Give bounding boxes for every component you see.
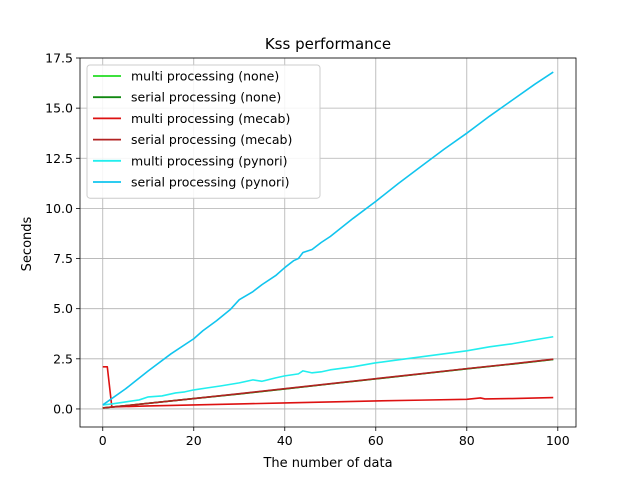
series-line-3 xyxy=(102,358,554,409)
y-tick-label: 17.5 xyxy=(45,51,73,66)
series-line-2 xyxy=(102,366,554,408)
legend-box xyxy=(86,64,321,199)
axes-frame xyxy=(79,57,577,428)
series-line-5 xyxy=(102,71,554,406)
x-axis-label: The number of data xyxy=(262,456,392,471)
y-tick-label: 2.5 xyxy=(53,351,73,366)
chart-title: Kss performance xyxy=(265,35,391,53)
x-tick-label: 40 xyxy=(277,433,293,448)
legend-label-4: multi processing (pynori) xyxy=(131,153,288,168)
legend-label-1: serial processing (none) xyxy=(131,90,281,105)
y-tick-label: 7.5 xyxy=(53,251,73,266)
y-tick-label: 5.0 xyxy=(53,301,73,316)
y-axis-label: Seconds xyxy=(20,216,35,271)
legend: multi processing (none) serial processing… xyxy=(86,64,321,199)
x-tick-label: 60 xyxy=(368,433,384,448)
y-tick-label: 0.0 xyxy=(53,401,73,416)
axes: 0 20 40 60 80 100 0.0 2.5 5.0 7.5 10.0 12.5 15.0 17.5 xyxy=(45,51,577,448)
x-tick-label: 20 xyxy=(186,433,202,448)
x-tick-label: 100 xyxy=(546,433,570,448)
legend-label-0: multi processing (none) xyxy=(131,69,279,84)
legend-label-5: serial processing (pynori) xyxy=(131,175,290,190)
legend-label-3: serial processing (mecab) xyxy=(131,132,292,147)
y-tick-label: 10.0 xyxy=(45,201,73,216)
plot-area xyxy=(102,71,554,409)
x-tick-label: 80 xyxy=(459,433,475,448)
x-tick-label: 0 xyxy=(99,433,107,448)
y-tick-label: 12.5 xyxy=(45,151,73,166)
legend-label-2: multi processing (mecab) xyxy=(131,111,290,126)
series-line-4 xyxy=(102,335,554,406)
y-tick-label: 15.0 xyxy=(45,101,73,116)
